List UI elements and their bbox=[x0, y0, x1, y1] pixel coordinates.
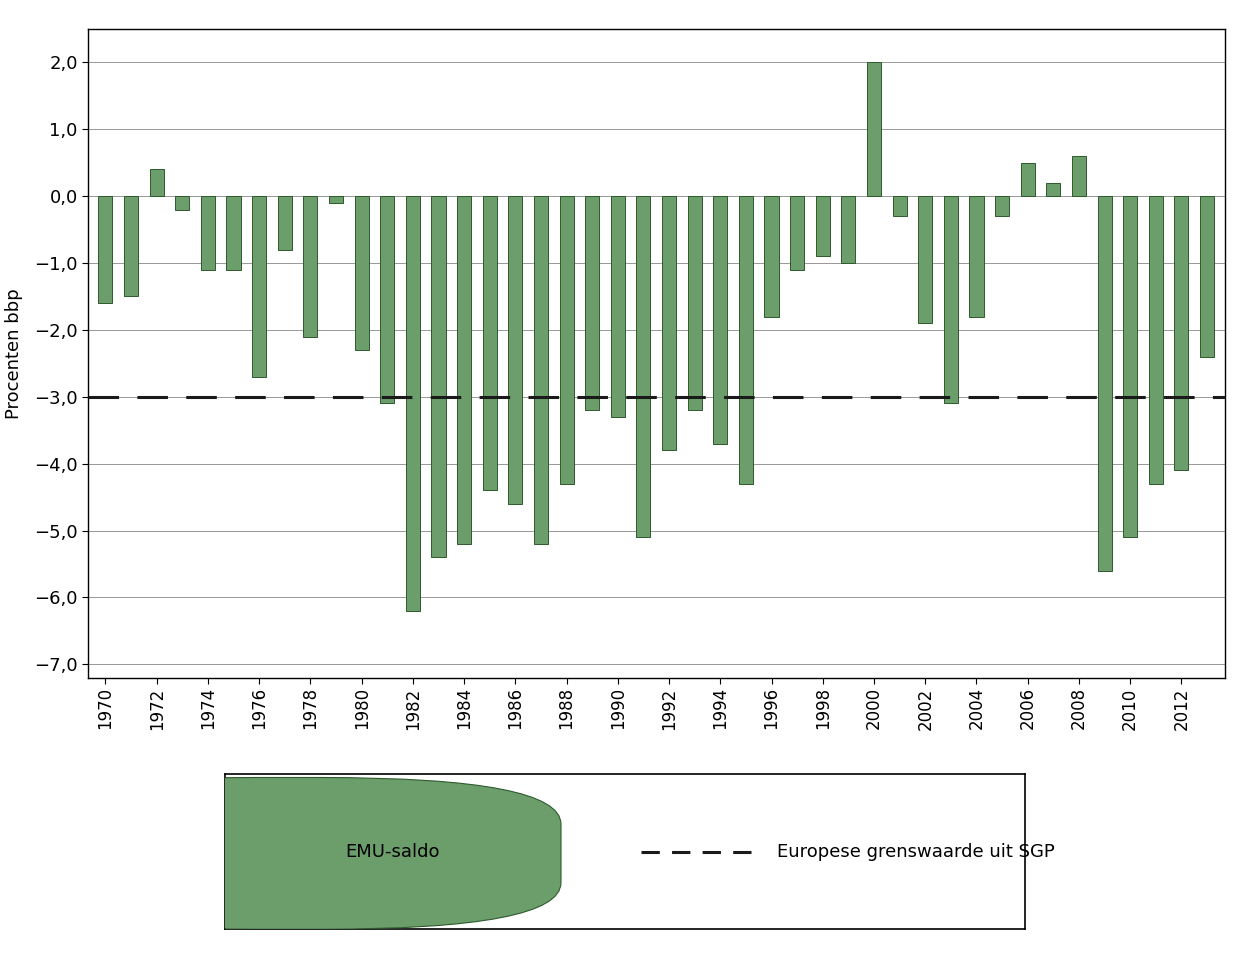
Bar bbox=[226, 197, 240, 270]
Bar bbox=[1149, 197, 1162, 484]
Bar bbox=[841, 197, 855, 263]
Bar bbox=[201, 197, 215, 270]
Bar bbox=[970, 197, 984, 317]
Bar bbox=[867, 63, 881, 197]
Bar bbox=[278, 197, 291, 250]
Bar bbox=[99, 197, 112, 303]
FancyBboxPatch shape bbox=[18, 777, 561, 929]
Bar bbox=[816, 197, 830, 257]
Bar bbox=[995, 197, 1009, 216]
Bar bbox=[790, 197, 804, 270]
Bar bbox=[585, 197, 599, 410]
Bar bbox=[1072, 156, 1086, 197]
Bar bbox=[560, 197, 574, 484]
Bar bbox=[150, 169, 164, 197]
Bar bbox=[919, 197, 932, 323]
Bar bbox=[636, 197, 650, 537]
Bar bbox=[304, 197, 318, 337]
Bar bbox=[431, 197, 445, 558]
Bar bbox=[124, 197, 138, 296]
Bar bbox=[1200, 197, 1214, 356]
Text: EMU-saldo: EMU-saldo bbox=[345, 843, 440, 861]
Bar bbox=[509, 197, 522, 503]
Y-axis label: Procenten bbp: Procenten bbp bbox=[5, 287, 22, 419]
Bar bbox=[688, 197, 701, 410]
Bar bbox=[944, 197, 958, 404]
Bar bbox=[1098, 197, 1111, 570]
Bar bbox=[380, 197, 394, 404]
Bar bbox=[611, 197, 625, 417]
Bar bbox=[714, 197, 727, 443]
Bar bbox=[329, 197, 342, 203]
Text: Europese grenswaarde uit SGP: Europese grenswaarde uit SGP bbox=[778, 843, 1055, 861]
Bar bbox=[175, 197, 189, 209]
Bar bbox=[1021, 163, 1035, 197]
Bar bbox=[1124, 197, 1138, 537]
Bar bbox=[892, 197, 906, 216]
Bar bbox=[662, 197, 676, 450]
Bar bbox=[534, 197, 548, 544]
Bar bbox=[765, 197, 779, 317]
Bar bbox=[1175, 197, 1189, 470]
Bar bbox=[355, 197, 369, 350]
Bar bbox=[482, 197, 496, 491]
Bar bbox=[739, 197, 752, 484]
Bar bbox=[458, 197, 471, 544]
Bar bbox=[1046, 183, 1060, 197]
Bar bbox=[253, 197, 266, 377]
Bar bbox=[406, 197, 420, 611]
